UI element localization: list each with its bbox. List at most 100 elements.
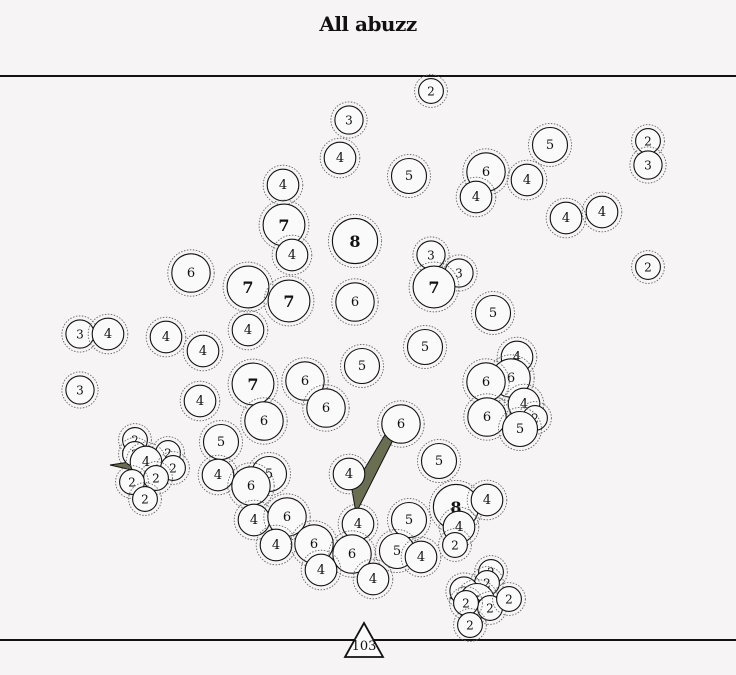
- bubble[interactable]: 6: [462, 358, 510, 406]
- bubble[interactable]: 5: [199, 420, 243, 464]
- bubble-disc[interactable]: [635, 254, 661, 280]
- bubble-disc[interactable]: [132, 486, 158, 512]
- bubble[interactable]: 5: [387, 498, 431, 542]
- bubble-disc[interactable]: [531, 126, 569, 164]
- bubble[interactable]: 4: [87, 313, 129, 355]
- bubble[interactable]: 6: [167, 249, 215, 297]
- bubble-disc[interactable]: [420, 442, 458, 480]
- bubble[interactable]: 5: [403, 325, 447, 369]
- bubble-disc[interactable]: [412, 265, 456, 309]
- bubble[interactable]: 4: [400, 536, 442, 578]
- bubble-disc[interactable]: [343, 347, 381, 385]
- bubble-disc[interactable]: [183, 384, 217, 418]
- bubble[interactable]: 4: [182, 330, 224, 372]
- bubble-disc[interactable]: [457, 612, 483, 638]
- bubble[interactable]: 6: [331, 278, 379, 326]
- bubble-disc[interactable]: [259, 528, 293, 562]
- bubble-disc[interactable]: [306, 388, 346, 428]
- bubble-disc[interactable]: [171, 253, 211, 293]
- bubble[interactable]: 5: [340, 344, 384, 388]
- bubble[interactable]: 7: [222, 261, 274, 313]
- bubble-disc[interactable]: [406, 328, 444, 366]
- bubble[interactable]: 5: [387, 154, 431, 198]
- bubble[interactable]: 6: [463, 393, 511, 441]
- bubble-value: 2: [169, 462, 177, 476]
- bubble-disc[interactable]: [585, 195, 619, 229]
- bubble[interactable]: 4: [227, 309, 269, 351]
- bubble-disc[interactable]: [334, 105, 364, 135]
- bubble[interactable]: 7: [408, 261, 460, 313]
- bubble-disc[interactable]: [390, 157, 428, 195]
- bubble-disc[interactable]: [226, 265, 270, 309]
- bubble[interactable]: 4: [581, 191, 623, 233]
- bubble[interactable]: 5: [417, 439, 461, 483]
- bubble-disc[interactable]: [356, 562, 390, 596]
- bubble[interactable]: 4: [455, 176, 497, 218]
- bubble[interactable]: 5: [498, 407, 542, 451]
- bubble[interactable]: 6: [281, 357, 329, 405]
- bubble[interactable]: 4: [328, 453, 370, 495]
- bubble-disc[interactable]: [390, 501, 428, 539]
- bubble-disc[interactable]: [267, 279, 311, 323]
- bubble-disc[interactable]: [549, 201, 583, 235]
- bubble[interactable]: 4: [145, 316, 187, 358]
- bubble[interactable]: 7: [227, 358, 279, 410]
- bubble-disc[interactable]: [496, 586, 522, 612]
- bubble[interactable]: 2: [414, 74, 448, 108]
- bubble[interactable]: 4: [506, 159, 548, 201]
- bubble[interactable]: 4: [352, 558, 394, 600]
- bubble[interactable]: 6: [302, 384, 350, 432]
- bubble-disc[interactable]: [418, 78, 444, 104]
- bubble-disc[interactable]: [335, 282, 375, 322]
- bubble-halo: [340, 344, 384, 388]
- bubble-disc[interactable]: [470, 483, 504, 517]
- bubble[interactable]: 2: [631, 250, 665, 284]
- bubble-disc[interactable]: [381, 404, 421, 444]
- bubble[interactable]: 8: [327, 213, 383, 269]
- bubble-disc[interactable]: [149, 320, 183, 354]
- bubble-disc[interactable]: [275, 238, 309, 272]
- bubble-disc[interactable]: [231, 313, 265, 347]
- bubble[interactable]: 4: [319, 137, 361, 179]
- bubble[interactable]: 3: [629, 146, 667, 184]
- bubble-disc[interactable]: [404, 540, 438, 574]
- bubble-disc[interactable]: [332, 457, 366, 491]
- bubble[interactable]: 2: [438, 528, 472, 562]
- bubble[interactable]: 6: [227, 462, 275, 510]
- bubble-disc[interactable]: [266, 168, 300, 202]
- bubble[interactable]: 6: [377, 400, 425, 448]
- bubble[interactable]: 3: [61, 371, 99, 409]
- bubble-disc[interactable]: [65, 375, 95, 405]
- bubble-disc[interactable]: [201, 458, 235, 492]
- bubble[interactable]: 4: [300, 549, 342, 591]
- bubble-disc[interactable]: [331, 217, 379, 265]
- bubble-disc[interactable]: [442, 532, 468, 558]
- bubble-disc[interactable]: [186, 334, 220, 368]
- bubble[interactable]: 4: [545, 197, 587, 239]
- bubble[interactable]: 3: [330, 101, 368, 139]
- bubble[interactable]: 4: [466, 479, 508, 521]
- bubble-disc[interactable]: [633, 150, 663, 180]
- bubble[interactable]: 5: [471, 291, 515, 335]
- bubble[interactable]: 2: [453, 608, 487, 642]
- bubble-disc[interactable]: [244, 401, 284, 441]
- bubble-disc[interactable]: [304, 553, 338, 587]
- bubble[interactable]: 6: [240, 397, 288, 445]
- bubble-disc[interactable]: [91, 317, 125, 351]
- bubble-disc[interactable]: [501, 410, 539, 448]
- bubble-disc[interactable]: [467, 397, 507, 437]
- bubble[interactable]: 5: [528, 123, 572, 167]
- bubble[interactable]: 4: [271, 234, 313, 276]
- bubble-disc[interactable]: [510, 163, 544, 197]
- bubble-disc[interactable]: [285, 361, 325, 401]
- bubble[interactable]: 6: [328, 530, 376, 578]
- bubble[interactable]: 7: [263, 275, 315, 327]
- bubble-disc[interactable]: [474, 294, 512, 332]
- bubble[interactable]: 4: [262, 164, 304, 206]
- bubble-disc[interactable]: [459, 180, 493, 214]
- bubble[interactable]: 4: [179, 380, 221, 422]
- bubble[interactable]: 2: [128, 482, 162, 516]
- bubble[interactable]: 2: [492, 582, 526, 616]
- bubble-disc[interactable]: [323, 141, 357, 175]
